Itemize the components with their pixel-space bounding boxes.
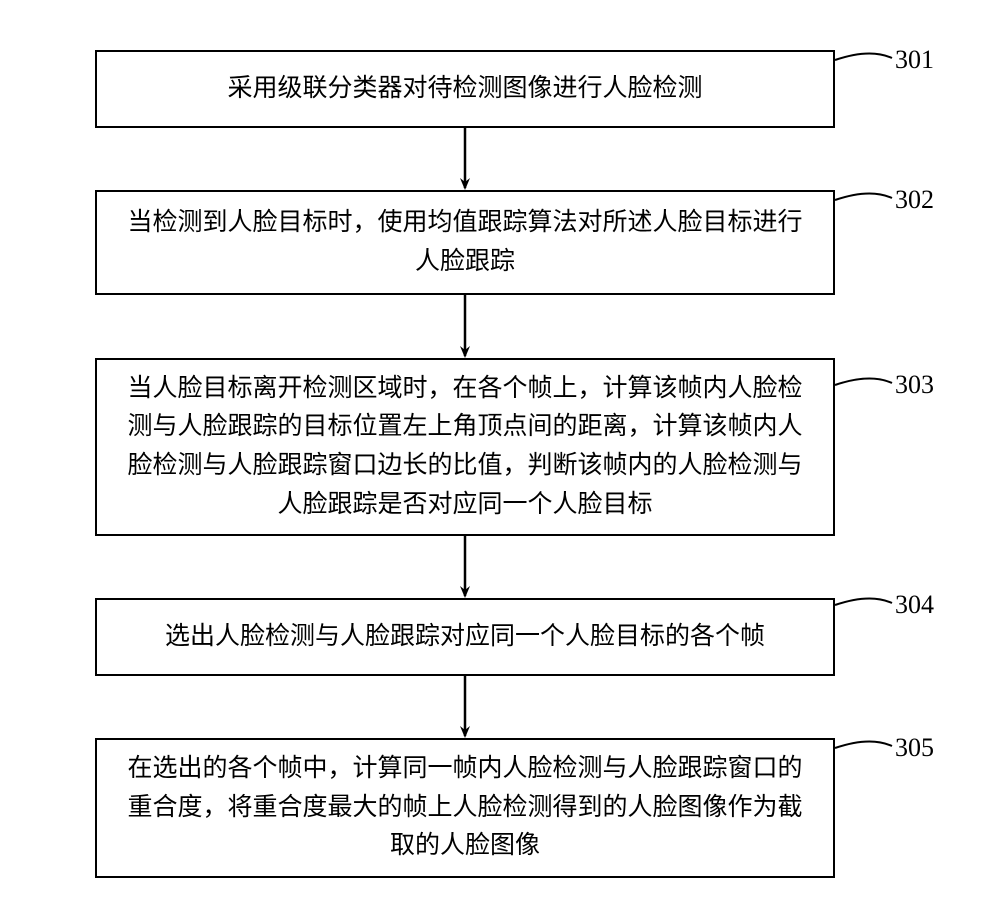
step-304: 选出人脸检测与人脸跟踪对应同一个人脸目标的各个帧 bbox=[95, 598, 835, 676]
step-302-text: 当检测到人脸目标时，使用均值跟踪算法对所述人脸目标进行人脸跟踪 bbox=[127, 204, 803, 282]
ref-label-305: 305 bbox=[895, 733, 934, 763]
step-304-text: 选出人脸检测与人脸跟踪对应同一个人脸目标的各个帧 bbox=[165, 618, 765, 657]
step-303: 当人脸目标离开检测区域时，在各个帧上，计算该帧内人脸检测与人脸跟踪的目标位置左上… bbox=[95, 358, 835, 536]
leader-305 bbox=[835, 741, 892, 748]
step-301-text: 采用级联分类器对待检测图像进行人脸检测 bbox=[227, 70, 702, 109]
leader-304 bbox=[835, 598, 892, 605]
ref-label-301: 301 bbox=[895, 45, 934, 75]
step-302: 当检测到人脸目标时，使用均值跟踪算法对所述人脸目标进行人脸跟踪 bbox=[95, 190, 835, 295]
leader-301 bbox=[835, 53, 892, 60]
ref-label-304: 304 bbox=[895, 590, 934, 620]
leader-302 bbox=[835, 193, 892, 200]
step-301: 采用级联分类器对待检测图像进行人脸检测 bbox=[95, 50, 835, 128]
step-305-text: 在选出的各个帧中，计算同一帧内人脸检测与人脸跟踪窗口的重合度，将重合度最大的帧上… bbox=[127, 750, 803, 866]
flowchart-canvas: 采用级联分类器对待检测图像进行人脸检测 当检测到人脸目标时，使用均值跟踪算法对所… bbox=[0, 0, 1000, 900]
step-305: 在选出的各个帧中，计算同一帧内人脸检测与人脸跟踪窗口的重合度，将重合度最大的帧上… bbox=[95, 738, 835, 878]
ref-label-302: 302 bbox=[895, 185, 934, 215]
ref-label-303: 303 bbox=[895, 370, 934, 400]
step-303-text: 当人脸目标离开检测区域时，在各个帧上，计算该帧内人脸检测与人脸跟踪的目标位置左上… bbox=[127, 370, 803, 525]
leader-303 bbox=[835, 378, 892, 385]
